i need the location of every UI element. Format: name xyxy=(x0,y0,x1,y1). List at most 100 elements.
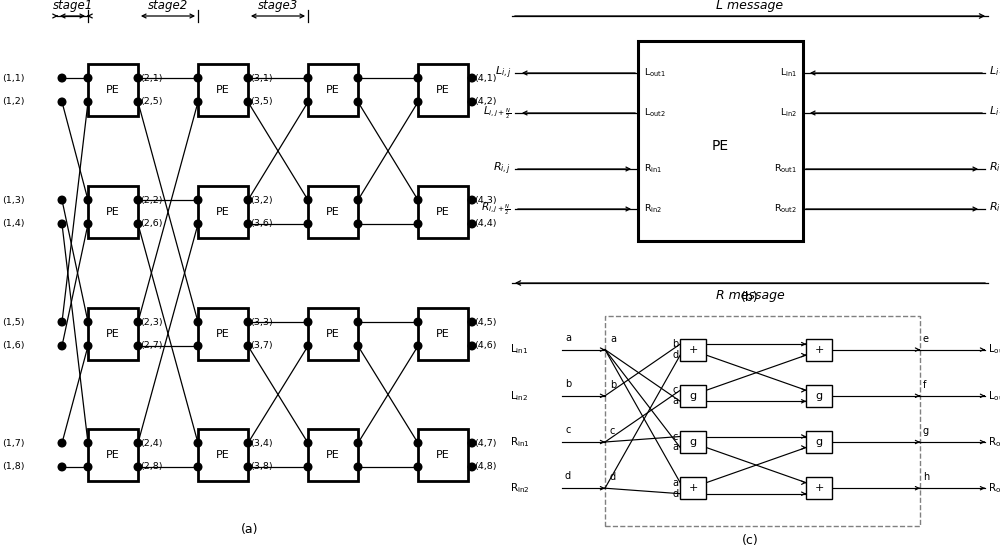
Circle shape xyxy=(194,318,202,326)
Text: a: a xyxy=(565,333,571,342)
Text: (3,6): (3,6) xyxy=(250,219,273,228)
Text: stage1: stage1 xyxy=(52,0,93,12)
Text: d: d xyxy=(610,472,616,482)
Circle shape xyxy=(354,342,362,350)
Circle shape xyxy=(304,439,312,447)
Text: (c): (c) xyxy=(742,534,758,546)
Circle shape xyxy=(58,220,66,228)
Text: (3,4): (3,4) xyxy=(250,438,273,448)
Circle shape xyxy=(84,318,92,326)
Bar xyxy=(418,64,468,116)
Text: (3,2): (3,2) xyxy=(250,195,273,205)
Text: (4,5): (4,5) xyxy=(474,318,496,327)
Circle shape xyxy=(134,98,142,106)
Bar xyxy=(680,477,706,499)
Bar xyxy=(198,64,248,116)
Text: (1,8): (1,8) xyxy=(2,462,24,471)
Bar xyxy=(806,477,832,499)
Circle shape xyxy=(84,463,92,471)
Circle shape xyxy=(58,342,66,350)
Text: stage3: stage3 xyxy=(258,0,298,12)
Bar xyxy=(198,308,248,360)
Text: (2,5): (2,5) xyxy=(140,97,162,106)
Circle shape xyxy=(84,220,92,228)
Text: PE: PE xyxy=(106,85,120,95)
Text: f: f xyxy=(923,380,926,390)
Text: PE: PE xyxy=(326,207,340,217)
Text: e: e xyxy=(923,334,929,343)
Text: (1,2): (1,2) xyxy=(2,97,24,106)
Text: $\mathrm{R_{in1}}$: $\mathrm{R_{in1}}$ xyxy=(644,163,662,175)
Circle shape xyxy=(304,318,312,326)
Text: a: a xyxy=(672,478,678,488)
Bar xyxy=(88,186,138,238)
Text: b: b xyxy=(610,380,616,390)
Text: b: b xyxy=(672,339,678,349)
Bar xyxy=(418,308,468,360)
Circle shape xyxy=(414,318,422,326)
Text: R message: R message xyxy=(716,289,784,302)
Circle shape xyxy=(244,318,252,326)
Text: $\mathrm{R_{out2}}$: $\mathrm{R_{out2}}$ xyxy=(774,203,797,215)
Bar xyxy=(308,64,358,116)
Circle shape xyxy=(58,439,66,447)
Bar xyxy=(680,431,706,453)
Circle shape xyxy=(244,196,252,204)
Text: (4,2): (4,2) xyxy=(474,97,496,106)
Text: PE: PE xyxy=(326,329,340,339)
Circle shape xyxy=(134,342,142,350)
Circle shape xyxy=(414,342,422,350)
Text: (2,6): (2,6) xyxy=(140,219,162,228)
Text: $\mathrm{R_{in2}}$: $\mathrm{R_{in2}}$ xyxy=(510,482,530,495)
Text: $R_{i+1,2j}$: $R_{i+1,2j}$ xyxy=(989,201,1000,217)
Text: $\mathrm{R_{in2}}$: $\mathrm{R_{in2}}$ xyxy=(644,203,662,215)
Text: (2,1): (2,1) xyxy=(140,74,162,82)
Text: c: c xyxy=(673,385,678,395)
Text: c: c xyxy=(610,426,615,436)
Circle shape xyxy=(194,463,202,471)
Text: $R_{i,j}$: $R_{i,j}$ xyxy=(493,161,511,177)
Circle shape xyxy=(84,196,92,204)
Circle shape xyxy=(84,439,92,447)
Text: (a): (a) xyxy=(241,523,259,536)
Text: $\mathrm{R_{in1}}$: $\mathrm{R_{in1}}$ xyxy=(510,435,530,449)
Bar xyxy=(806,431,832,453)
Text: +: + xyxy=(815,483,824,493)
Text: +: + xyxy=(689,483,698,493)
Circle shape xyxy=(414,439,422,447)
Text: $R_{i+1,2j-1}$: $R_{i+1,2j-1}$ xyxy=(989,161,1000,177)
Text: a: a xyxy=(610,334,616,343)
Circle shape xyxy=(84,74,92,82)
Circle shape xyxy=(414,220,422,228)
Text: (4,1): (4,1) xyxy=(474,74,496,82)
Circle shape xyxy=(244,342,252,350)
Text: (1,6): (1,6) xyxy=(2,341,24,351)
Text: $\mathrm{L_{out1}}$: $\mathrm{L_{out1}}$ xyxy=(988,389,1000,403)
Text: (4,8): (4,8) xyxy=(474,462,496,471)
Circle shape xyxy=(304,196,312,204)
Text: (2,3): (2,3) xyxy=(140,318,163,327)
Text: PE: PE xyxy=(106,329,120,339)
Circle shape xyxy=(58,74,66,82)
Circle shape xyxy=(414,463,422,471)
Text: L message: L message xyxy=(716,0,784,12)
Text: (2,7): (2,7) xyxy=(140,341,162,351)
Text: b: b xyxy=(565,379,571,389)
Text: (3,3): (3,3) xyxy=(250,318,273,327)
Text: PE: PE xyxy=(216,329,230,339)
Text: (1,1): (1,1) xyxy=(2,74,24,82)
Bar xyxy=(638,41,803,241)
Text: $\mathrm{R_{out1}}$: $\mathrm{R_{out1}}$ xyxy=(774,163,797,175)
Text: (4,7): (4,7) xyxy=(474,438,496,448)
Circle shape xyxy=(194,74,202,82)
Circle shape xyxy=(304,342,312,350)
Bar xyxy=(418,186,468,238)
Circle shape xyxy=(354,439,362,447)
Text: a: a xyxy=(672,442,678,453)
Circle shape xyxy=(134,318,142,326)
Text: (b): (b) xyxy=(741,291,759,304)
Bar xyxy=(806,385,832,407)
Text: (3,7): (3,7) xyxy=(250,341,273,351)
Text: (2,4): (2,4) xyxy=(140,438,162,448)
Circle shape xyxy=(134,74,142,82)
